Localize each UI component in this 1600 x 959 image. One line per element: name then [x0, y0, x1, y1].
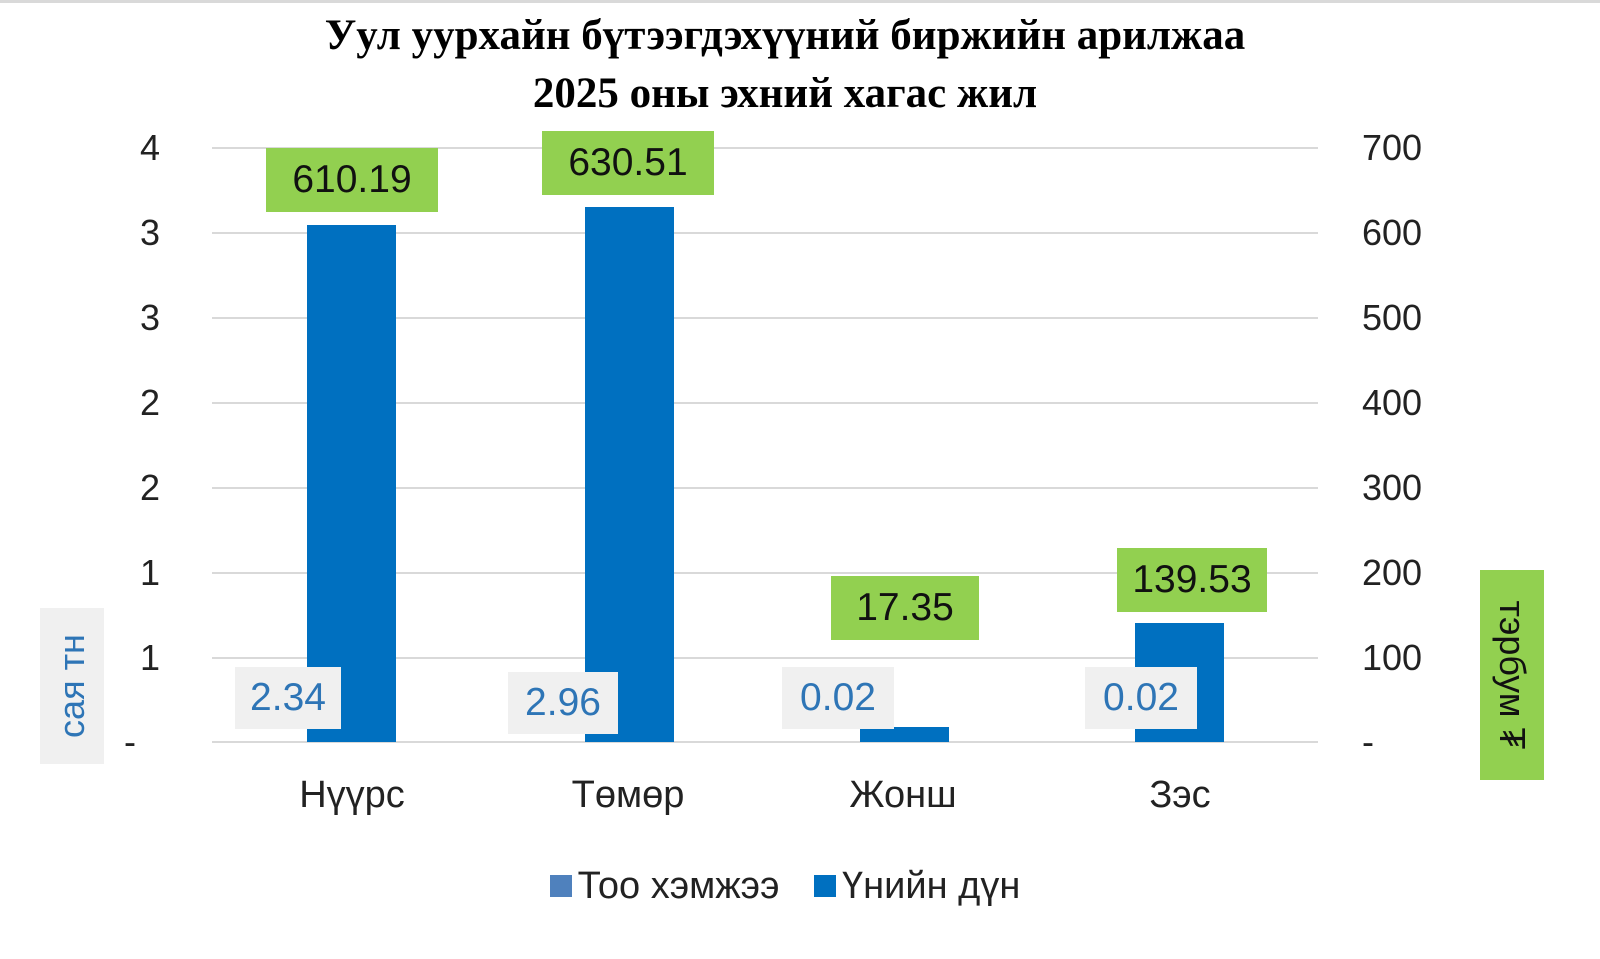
- value-label: 139.53: [1117, 548, 1267, 612]
- left-axis-tick: -: [124, 721, 136, 762]
- right-axis-tick: 700: [1362, 127, 1423, 168]
- left-axis-title-text: сая тн: [51, 634, 92, 738]
- gridline: [212, 147, 1318, 149]
- right-axis-tick: -: [1362, 721, 1374, 762]
- bar-value-tumur[interactable]: [585, 207, 674, 742]
- quantity-label: 2.96: [508, 672, 618, 734]
- left-axis-tick: 2: [139, 467, 161, 508]
- legend: Тоо хэмжээ Үнийн дүн: [0, 858, 1570, 913]
- left-axis-tick: 2: [139, 382, 161, 423]
- quantity-label: 0.02: [1085, 667, 1197, 729]
- gridline: [212, 487, 1318, 489]
- gridline: [212, 232, 1318, 234]
- right-axis-title: тэрбум ₮: [1480, 570, 1544, 780]
- x-axis-baseline: [212, 741, 1318, 743]
- left-axis-tick: 3: [139, 212, 161, 253]
- legend-swatch-icon: [549, 875, 572, 897]
- right-axis-tick: 300: [1362, 467, 1423, 508]
- x-axis-category: Жонш: [849, 774, 957, 816]
- left-axis-title: сая тн: [40, 608, 104, 764]
- bar-value-nuurs[interactable]: [307, 225, 396, 742]
- right-axis-tick: 200: [1362, 552, 1423, 593]
- left-axis-tick: 1: [139, 552, 161, 593]
- top-border: [0, 0, 1600, 3]
- legend-swatch-icon: [814, 875, 837, 897]
- gridline: [212, 402, 1318, 404]
- legend-label: Үнийн дүн: [842, 865, 1021, 907]
- bar-value-jonsh[interactable]: [860, 727, 949, 742]
- x-axis-category: Зэс: [1149, 774, 1211, 816]
- gridline: [212, 572, 1318, 574]
- value-label: 610.19: [266, 148, 438, 212]
- right-axis-tick: 100: [1362, 637, 1423, 678]
- gridline: [212, 657, 1318, 659]
- right-axis-tick: 500: [1362, 297, 1423, 338]
- right-axis-title-text: тэрбум ₮: [1492, 600, 1533, 750]
- right-axis-tick: 400: [1362, 382, 1423, 423]
- gridline: [212, 317, 1318, 319]
- chart-title-line1: Уул уурхайн бүтээгдэхүүний биржийн арилж…: [324, 12, 1246, 59]
- legend-item-value[interactable]: Үнийн дүн: [814, 859, 1020, 913]
- value-label: 17.35: [831, 576, 979, 640]
- quantity-label: 0.02: [782, 667, 894, 729]
- left-axis-tick: 4: [139, 127, 161, 168]
- left-axis-tick: 3: [139, 297, 161, 338]
- legend-label: Тоо хэмжээ: [577, 865, 780, 907]
- x-axis-category: Төмөр: [571, 774, 685, 816]
- right-axis-tick: 600: [1362, 212, 1423, 253]
- chart-title-line2: 2025 оны эхний хагас жил: [532, 70, 1038, 117]
- x-axis-category: Нүүрс: [299, 774, 405, 816]
- left-axis-tick: 1: [139, 637, 161, 678]
- legend-item-quantity[interactable]: Тоо хэмжээ: [549, 859, 780, 913]
- value-label: 630.51: [542, 131, 714, 195]
- quantity-label: 2.34: [235, 667, 341, 729]
